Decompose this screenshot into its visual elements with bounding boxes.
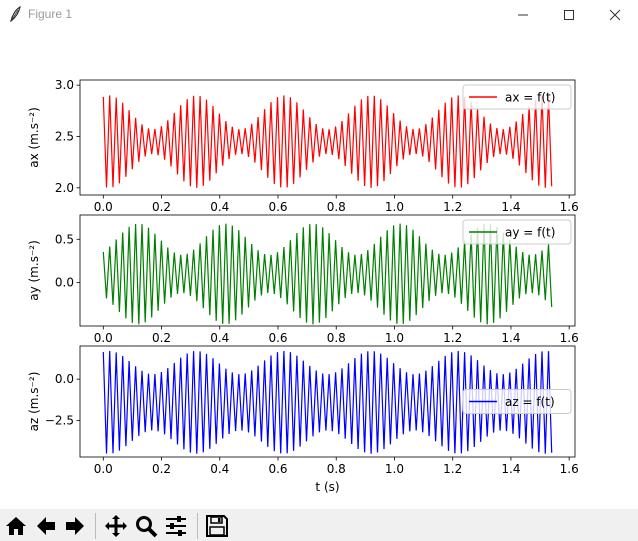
- axes-frame: [79, 79, 576, 196]
- configure-subplots-button[interactable]: [162, 512, 190, 540]
- x-tick-label: 1.6: [560, 462, 579, 476]
- save-icon: [206, 515, 228, 537]
- y-axis-label: az (m.s⁻²): [27, 372, 41, 432]
- x-tick-label: 1.4: [501, 331, 520, 345]
- x-tick-label: 0.2: [152, 200, 171, 214]
- x-tick-label: 1.4: [501, 462, 520, 476]
- y-axis-label: ay (m.s⁻²): [27, 240, 41, 301]
- x-tick-label: 0.4: [210, 462, 229, 476]
- y-tick-label: 2.5: [55, 129, 74, 143]
- series-line-az: [102, 350, 553, 454]
- x-tick-label: 0.4: [210, 200, 229, 214]
- back-arrow-icon: [37, 517, 55, 535]
- x-tick-label: 0.6: [268, 331, 287, 345]
- pan-icon: [105, 515, 127, 537]
- legend-label: ax = f(t): [505, 91, 555, 105]
- x-tick-label: 1.2: [443, 462, 462, 476]
- maximize-icon: [564, 9, 574, 20]
- series-line-ax: [102, 95, 553, 188]
- y-axis-label: ax (m.s⁻²): [27, 107, 41, 168]
- y-tick-label: 3.0: [55, 78, 74, 92]
- axes-frame: [79, 345, 576, 458]
- zoom-icon: [136, 516, 158, 538]
- x-tick-label: 0.0: [94, 462, 113, 476]
- window-titlebar: Figure 1: [0, 0, 638, 29]
- forward-button[interactable]: [61, 512, 89, 540]
- window-title: Figure 1: [28, 7, 73, 21]
- toolbar-separator: [95, 513, 96, 539]
- legend: ax = f(t): [462, 84, 572, 110]
- feather-icon: [10, 6, 21, 22]
- x-tick-label: 1.0: [385, 331, 404, 345]
- legend: ay = f(t): [462, 219, 572, 245]
- x-tick-label: 0.2: [152, 331, 171, 345]
- home-button[interactable]: [2, 512, 30, 540]
- back-button[interactable]: [32, 512, 60, 540]
- x-tick-label: 0.6: [268, 200, 287, 214]
- close-icon: [609, 9, 621, 20]
- legend: az = f(t): [462, 389, 572, 414]
- maximize-button[interactable]: [546, 0, 592, 29]
- axes-frame: [79, 214, 576, 327]
- x-tick-label: 0.8: [327, 200, 346, 214]
- x-tick-label: 1.4: [501, 200, 520, 214]
- x-axis-label: t (s): [315, 480, 339, 494]
- y-tick-label: 0.0: [55, 276, 74, 290]
- save-button[interactable]: [203, 512, 231, 540]
- navigation-toolbar: [0, 509, 638, 541]
- x-tick-label: 0.4: [210, 331, 229, 345]
- x-tick-label: 0.0: [94, 331, 113, 345]
- legend-box: [462, 219, 572, 245]
- minimize-icon: [518, 14, 528, 15]
- x-tick-label: 0.8: [327, 331, 346, 345]
- x-tick-label: 0.2: [152, 462, 171, 476]
- close-button[interactable]: [592, 0, 638, 29]
- legend-box: [462, 84, 572, 110]
- legend-box: [462, 389, 572, 414]
- home-icon: [6, 517, 26, 535]
- x-tick-label: 1.6: [560, 200, 579, 214]
- x-tick-label: 0.0: [94, 200, 113, 214]
- configure-subplots-icon: [166, 516, 186, 536]
- x-tick-label: 1.2: [443, 331, 462, 345]
- x-tick-label: 1.0: [385, 462, 404, 476]
- legend-label: az = f(t): [505, 395, 555, 409]
- y-tick-label: 0.0: [55, 372, 74, 386]
- pan-button[interactable]: [102, 512, 130, 540]
- x-tick-label: 0.6: [268, 462, 287, 476]
- y-tick-label: −2.5: [45, 414, 74, 428]
- legend-label: ay = f(t): [505, 226, 555, 240]
- figure-canvas: 0.0 0.2 0.4 0.6 0.8 1.0 1.2 1.4 1.6 2.0 2.5 3.0 ax (…: [27, 78, 579, 494]
- x-tick-label: 1.6: [560, 331, 579, 345]
- x-tick-label: 1.0: [385, 200, 404, 214]
- forward-arrow-icon: [66, 517, 84, 535]
- y-tick-label: 2.0: [55, 181, 74, 195]
- x-tick-label: 0.8: [327, 462, 346, 476]
- y-tick-label: 0.5: [55, 232, 74, 246]
- minimize-button[interactable]: [500, 0, 546, 29]
- toolbar-separator: [197, 513, 198, 539]
- x-tick-label: 1.2: [443, 200, 462, 214]
- zoom-button[interactable]: [132, 512, 160, 540]
